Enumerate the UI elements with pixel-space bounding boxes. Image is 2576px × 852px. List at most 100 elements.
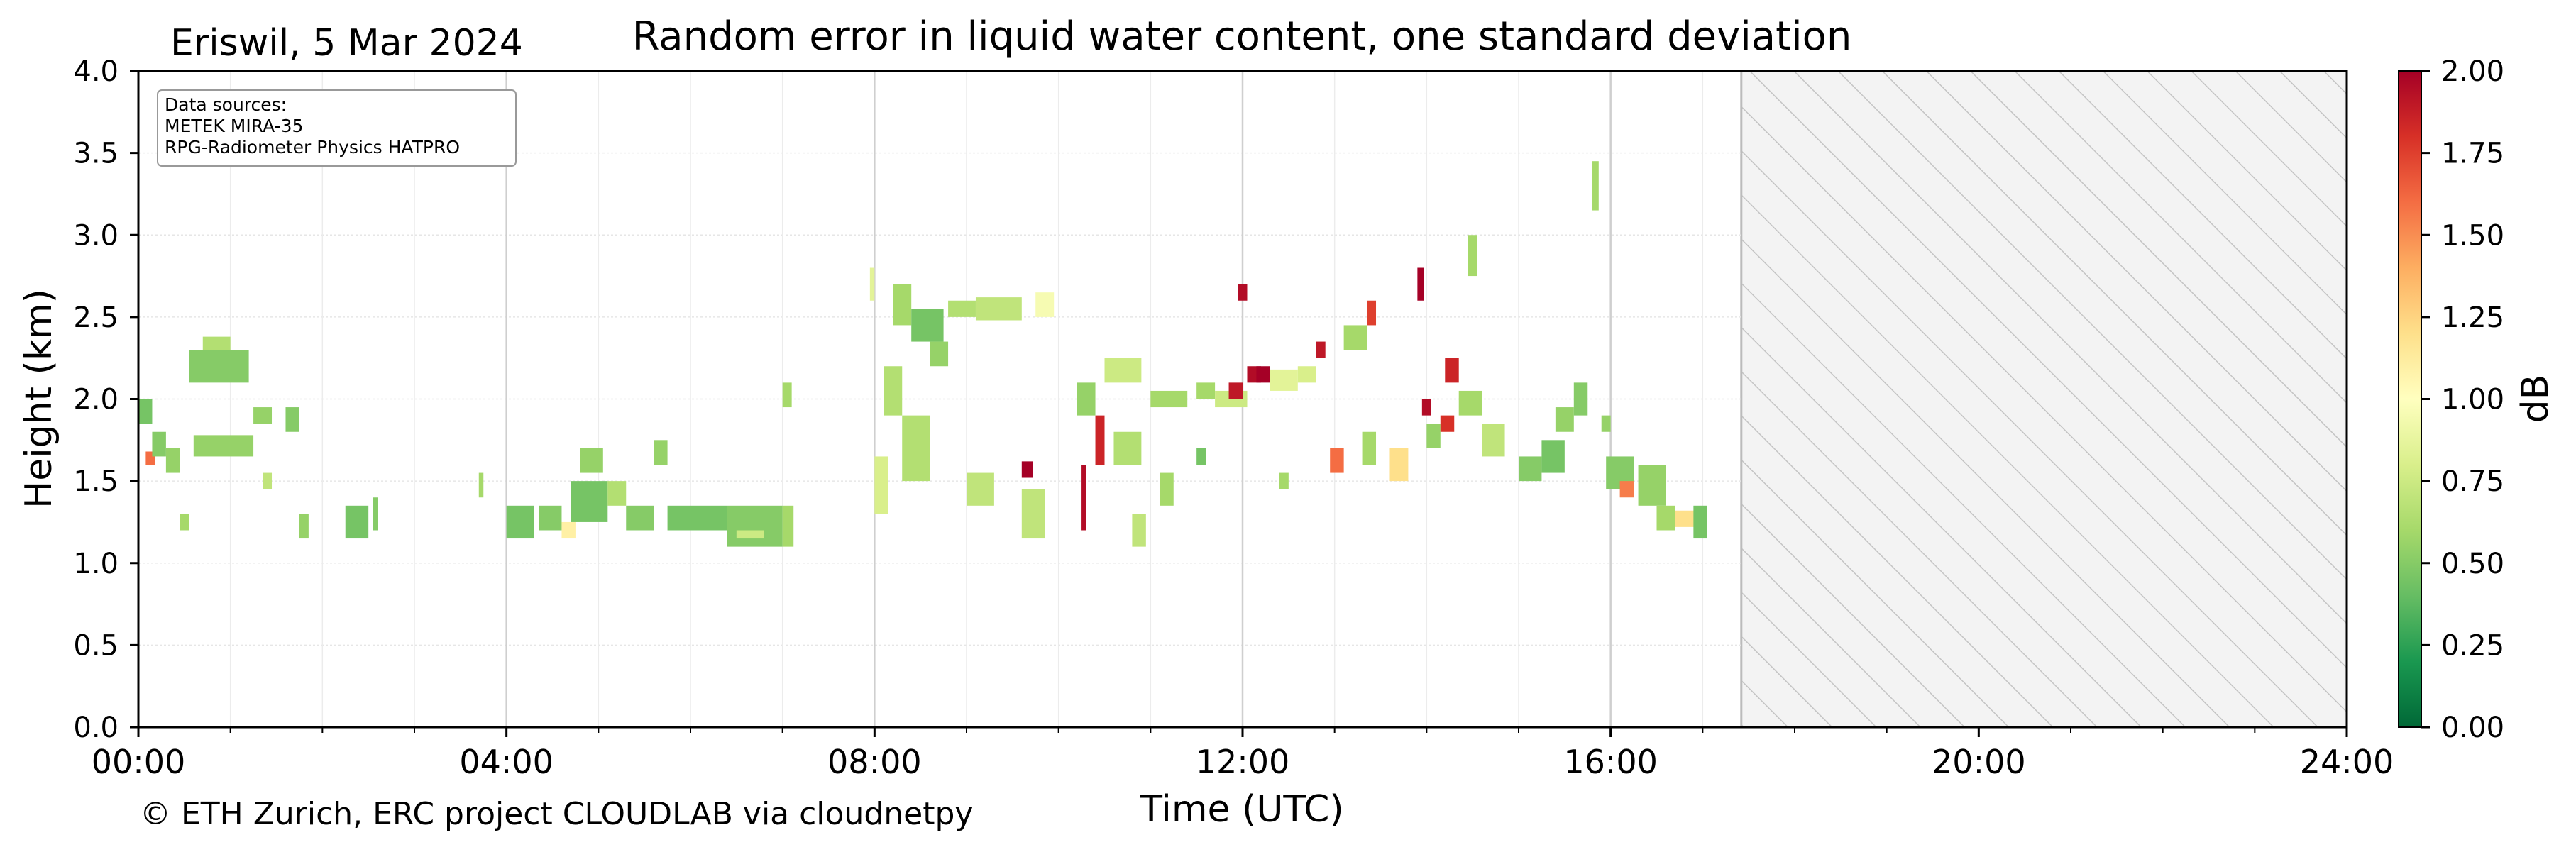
data-cell <box>1297 366 1316 383</box>
data-cell <box>1619 481 1634 498</box>
data-cell <box>1573 382 1588 416</box>
y-axis: 0.0 0.5 1.0 1.5 2.0 2.5 3.0 3.5 4.0 <box>73 55 138 744</box>
data-cell <box>902 415 930 482</box>
colorbar-tick-label: 1.50 <box>2441 219 2504 252</box>
data-cell <box>299 514 309 539</box>
copyright-footer: © ETH Zurich, ERC project CLOUDLAB via c… <box>140 796 973 832</box>
data-cell <box>1256 366 1270 383</box>
y-tick-label: 1.0 <box>73 548 119 580</box>
data-cell <box>478 472 484 498</box>
data-cell <box>1468 235 1477 277</box>
data-cell <box>1077 382 1096 416</box>
sources-heading: Data sources: <box>165 94 287 115</box>
data-cell <box>1445 358 1459 383</box>
data-cell <box>202 336 231 350</box>
x-tick-label: 04:00 <box>459 743 554 781</box>
data-cell <box>1035 292 1055 317</box>
data-cell <box>1021 461 1033 478</box>
data-cell <box>727 505 783 547</box>
data-cell <box>1675 510 1698 527</box>
colorbar-label: dB <box>2514 375 2557 424</box>
colorbar-tick-label: 0.50 <box>2441 548 2504 580</box>
y-axis-label: Height (km) <box>18 289 60 509</box>
colorbar-tick-label: 0.75 <box>2441 465 2504 498</box>
data-cell <box>1316 341 1326 358</box>
data-cell <box>1330 448 1344 473</box>
x-tick-label: 08:00 <box>827 743 922 781</box>
data-cell <box>1482 424 1505 457</box>
data-cell <box>869 267 875 301</box>
data-cell <box>1417 267 1424 301</box>
data-cell <box>1196 382 1216 399</box>
x-axis-label: Time (UTC) <box>1139 788 1343 831</box>
colorbar-tick-label: 1.25 <box>2441 301 2504 334</box>
colorbar-tick-label: 1.00 <box>2441 384 2504 416</box>
data-cell <box>506 505 534 539</box>
data-cell <box>911 309 944 342</box>
data-cell <box>607 481 627 506</box>
y-tick-label: 2.0 <box>73 384 119 416</box>
data-cell <box>1367 300 1377 326</box>
data-cell <box>975 297 1022 321</box>
data-cell <box>580 448 603 473</box>
x-tick-label: 16:00 <box>1563 743 1658 781</box>
colorbar-tick-label: 0.25 <box>2441 629 2504 662</box>
data-cell <box>1693 505 1707 539</box>
data-cell <box>1160 472 1174 506</box>
data-cell <box>967 472 994 506</box>
data-cell <box>1104 358 1142 383</box>
data-cell <box>893 284 912 326</box>
y-tick-label: 2.5 <box>73 301 119 334</box>
y-tick-label: 1.5 <box>73 465 119 498</box>
y-tick-label: 3.0 <box>73 219 119 252</box>
data-cell <box>263 472 273 489</box>
y-tick-label: 3.5 <box>73 138 119 170</box>
data-cell <box>1555 407 1574 432</box>
data-cell <box>1343 325 1367 350</box>
data-cell <box>152 431 166 457</box>
data-cell <box>1638 465 1666 506</box>
data-cell <box>654 440 668 465</box>
data-cell <box>1113 431 1142 465</box>
data-cell <box>1150 390 1188 408</box>
data-cell <box>1656 505 1675 531</box>
source-line: RPG-Radiometer Physics HATPRO <box>165 137 460 157</box>
data-cell <box>1279 472 1289 489</box>
data-cell <box>138 399 153 424</box>
y-tick-label: 4.0 <box>73 55 119 88</box>
data-cell <box>1458 390 1482 416</box>
data-cell <box>253 407 273 424</box>
x-tick-label: 24:00 <box>2300 743 2394 781</box>
data-sources-box: Data sources: METEK MIRA-35 RPG-Radiomet… <box>157 89 517 167</box>
y-tick-label: 0.0 <box>73 712 119 744</box>
source-line: METEK MIRA-35 <box>165 116 303 136</box>
data-cell <box>1095 415 1105 465</box>
colorbar-tick-label: 1.75 <box>2441 138 2504 170</box>
chart-title: Random error in liquid water content, on… <box>632 13 1852 60</box>
data-cell <box>1238 284 1248 301</box>
data-cell <box>1389 448 1409 482</box>
data-cell <box>1132 514 1146 547</box>
x-tick-label: 20:00 <box>1932 743 2026 781</box>
data-cell <box>539 505 562 531</box>
data-cell <box>874 456 888 514</box>
data-cell <box>667 505 727 531</box>
data-cell <box>561 521 576 539</box>
data-cell <box>1592 161 1599 211</box>
no-data-hatch <box>1741 71 2347 727</box>
colorbar-tick-label: 0.00 <box>2441 712 2504 744</box>
data-cell <box>1270 369 1298 391</box>
data-cell <box>1421 399 1431 416</box>
data-cell <box>1196 448 1206 465</box>
data-cell <box>1228 382 1243 399</box>
data-cell <box>626 505 654 531</box>
data-cell <box>189 350 249 383</box>
data-cell <box>180 514 189 531</box>
data-cell <box>1021 489 1045 539</box>
data-cell <box>948 300 976 317</box>
data-cell <box>193 435 254 457</box>
data-cell <box>571 481 608 522</box>
data-cell <box>1362 431 1377 465</box>
data-cell <box>782 382 792 408</box>
